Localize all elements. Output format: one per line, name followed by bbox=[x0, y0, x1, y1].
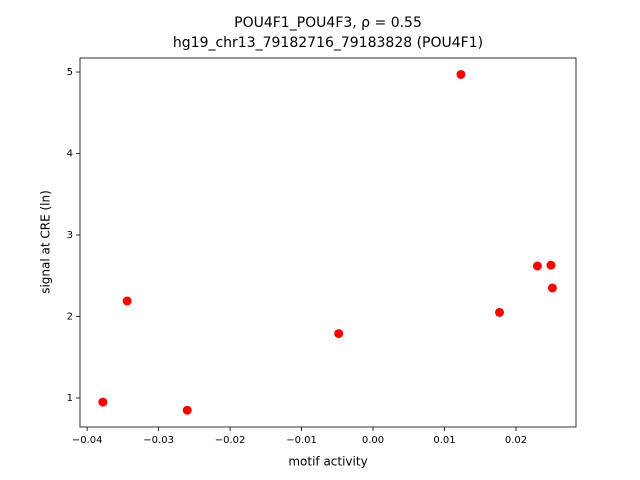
point bbox=[495, 307, 505, 317]
x-tick-label: −0.03 bbox=[143, 435, 174, 446]
chart-title: POU4F1_POU4F3, ρ = 0.55 bbox=[234, 15, 422, 31]
x-axis-label: motif activity bbox=[288, 455, 367, 469]
y-tick-label: 4 bbox=[67, 149, 73, 160]
chart-subtitle: hg19_chr13_79182716_79183828 (POU4F1) bbox=[173, 35, 483, 51]
y-tick-label: 3 bbox=[67, 230, 73, 241]
x-tick-label: −0.04 bbox=[72, 435, 103, 446]
x-tick-label: 0.01 bbox=[433, 435, 455, 446]
point bbox=[547, 283, 557, 293]
point bbox=[122, 296, 132, 306]
y-tick-label: 1 bbox=[67, 393, 73, 404]
y-axis-label: signal at CRE (ln) bbox=[39, 190, 53, 294]
point bbox=[456, 69, 466, 79]
x-tick-label: −0.01 bbox=[286, 435, 317, 446]
x-tick-label: 0.02 bbox=[505, 435, 527, 446]
point bbox=[546, 260, 556, 270]
x-tick-label: −0.02 bbox=[215, 435, 246, 446]
plot-frame bbox=[79, 57, 577, 428]
point bbox=[334, 329, 344, 339]
point bbox=[98, 397, 108, 407]
y-tick-label: 2 bbox=[67, 311, 73, 322]
y-tick-label: 5 bbox=[67, 67, 73, 78]
point bbox=[532, 261, 542, 271]
point bbox=[182, 405, 192, 415]
x-tick-label: 0.00 bbox=[362, 435, 384, 446]
